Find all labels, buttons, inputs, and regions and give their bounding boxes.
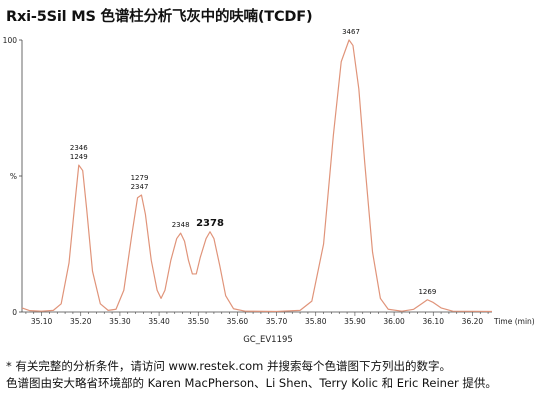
x-tick-label: 36.10 [423,317,445,326]
footnote-line-2: 色谱图由安大略省环境部的 Karen MacPherson、Li Shen、Te… [6,376,497,390]
peak-label: 2378 [196,218,224,229]
x-axis-ticks: 35.10 35.20 35.30 35.40 35.50 35.60 35.70 35.80… [25,312,489,326]
peak-label: 2348 [172,221,190,229]
x-tick-label: 36.00 [383,317,405,326]
peak-label: 1249 [70,153,88,161]
chart-title: Rxi-5Sil MS 色谱柱分析飞灰中的呋喃(TCDF) [6,9,313,25]
x-tick-label: 35.20 [70,317,92,326]
peak-label: 1269 [418,288,436,296]
traces [21,39,493,313]
x-tick-label: 36.20 [462,317,484,326]
x-tick-label: 35.90 [344,317,366,326]
chromatogram-chart: 0% 100 35.10 35.20 35.30 35.40 35.50 35.60 35.7… [3,28,535,345]
x-tick-label: 35.40 [148,317,170,326]
x-tick-label: 35.10 [31,317,53,326]
x-tick-label: 35.60 [227,317,249,326]
y-tick-label: % [10,172,17,181]
peak-label: 2347 [131,183,149,191]
peak-label: 1279 [131,174,149,182]
y-tick-label: 100 [3,36,18,45]
peak-label: 3467 [342,28,360,36]
chromatogram-trace [21,39,493,313]
y-tick-label: 0 [12,308,17,317]
y-axis-ticks: 0% 100 [3,36,22,317]
peak-label: 2346 [70,144,88,152]
x-tick-label: 35.30 [109,317,131,326]
x-tick-label: 35.50 [188,317,210,326]
x-tick-label: 35.70 [266,317,288,326]
footnote-line-1: * 有关完整的分析条件，请访问 www.restek.com 并搜索每个色谱图下… [6,359,452,373]
x-tick-label: 35.80 [305,317,327,326]
trace-label: GC_EV1195 [243,335,293,345]
x-axis-unit-label: Time (min) [493,317,535,326]
